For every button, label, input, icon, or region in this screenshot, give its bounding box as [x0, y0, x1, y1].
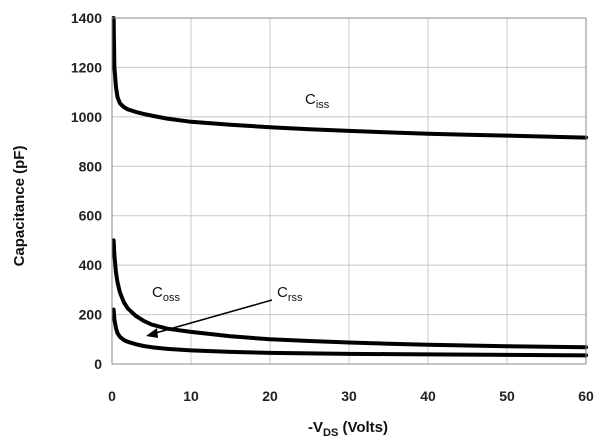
coss-label: Coss	[152, 284, 180, 304]
series-line-coss	[111, 238, 588, 350]
y-tick-label: 1200	[71, 59, 102, 75]
y-tick-label: 0	[94, 356, 102, 372]
x-axis-title: -VDS (Volts)	[308, 419, 388, 438]
x-tick-label: 60	[578, 388, 594, 404]
y-tick-label: 600	[79, 208, 103, 224]
grid	[111, 17, 587, 365]
series-line-ciss	[111, 16, 588, 140]
x-tick-label: 40	[420, 388, 436, 404]
crss-label: Crss	[277, 284, 303, 304]
series-lines	[111, 16, 588, 358]
x-tick-label: 0	[108, 388, 116, 404]
y-tick-label: 1400	[71, 10, 102, 26]
ciss-label: Ciss	[305, 91, 330, 111]
tick-labels: 0 200 400 600 800 1000 1200 1400 0 10 20 30 40 50 60	[71, 10, 594, 404]
y-tick-label: 400	[79, 257, 103, 273]
y-axis-title: Capacitance (pF)	[11, 146, 28, 267]
x-tick-label: 20	[262, 388, 278, 404]
x-tick-label: 10	[183, 388, 199, 404]
y-tick-label: 800	[79, 158, 103, 174]
plot-frame	[111, 17, 587, 365]
x-tick-label: 30	[341, 388, 357, 404]
crss-arrow	[146, 299, 273, 338]
y-tick-label: 200	[79, 307, 103, 323]
series-line-crss	[111, 307, 588, 358]
x-tick-label: 50	[499, 388, 515, 404]
y-tick-label: 1000	[71, 109, 102, 125]
